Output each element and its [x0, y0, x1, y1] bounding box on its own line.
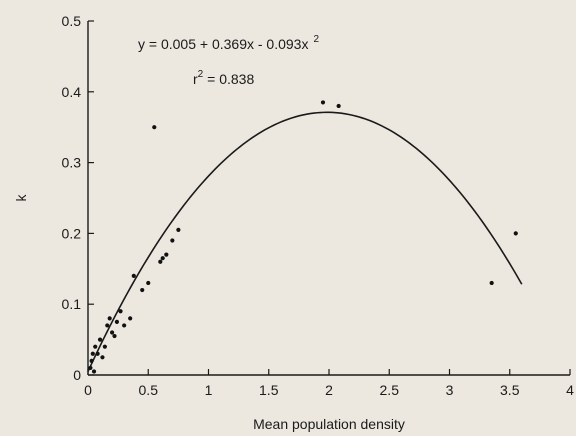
x-tick-label: 1 [205, 382, 213, 398]
r-squared-label: r [193, 71, 198, 87]
data-point [90, 351, 95, 356]
data-point [489, 280, 494, 286]
data-point [320, 100, 326, 105]
data-point [91, 369, 97, 374]
data-point [122, 323, 127, 328]
data-point [152, 125, 157, 130]
data-point [118, 309, 123, 314]
y-tick-label: 0.4 [62, 84, 82, 100]
data-point [97, 337, 103, 342]
data-point [102, 344, 107, 349]
r-squared-annotation: r2 = 0.838 [193, 69, 254, 87]
data-point [336, 103, 341, 109]
data-point [140, 287, 145, 293]
x-tick-label: 2.5 [380, 382, 400, 398]
y-tick-label: 0.5 [62, 13, 82, 29]
r-squared-exponent: 2 [198, 69, 204, 80]
x-tick-label: 2 [325, 382, 333, 398]
y-tick-label: 0.1 [62, 296, 82, 312]
equation-exponent: 2 [313, 34, 319, 45]
y-ticks: 0 0.1 0.2 0.3 0.4 0.5 [62, 13, 94, 383]
x-tick-label: 0 [84, 382, 92, 398]
data-point [110, 330, 115, 335]
data-point [112, 333, 117, 339]
y-tick-label: 0 [73, 367, 81, 383]
data-point [513, 231, 518, 236]
data-point [128, 316, 133, 321]
data-point [146, 280, 151, 286]
x-tick-label: 4 [566, 382, 574, 398]
y-tick-label: 0.3 [62, 155, 82, 171]
data-point [88, 365, 93, 371]
data-point [158, 259, 163, 264]
data-point [105, 323, 110, 328]
equation-text: y = 0.005 + 0.369x - 0.093x [138, 36, 308, 52]
data-point [107, 316, 112, 321]
data-point [176, 227, 181, 232]
x-tick-label: 1.5 [259, 382, 279, 398]
data-point [114, 319, 120, 324]
data-point [100, 355, 105, 360]
y-tick-label: 0.2 [62, 225, 82, 241]
fit-curve [87, 111, 523, 372]
data-points [88, 100, 518, 374]
data-point [160, 256, 165, 261]
data-point [89, 358, 94, 363]
r-squared-value: = 0.838 [203, 71, 254, 87]
x-tick-label: 0.5 [139, 382, 159, 398]
y-axis-title: k [13, 194, 29, 202]
x-tick-label: 3 [446, 382, 454, 398]
data-point [95, 351, 100, 356]
x-axis-title: Mean population density [253, 416, 405, 432]
x-tick-label: 3.5 [500, 382, 520, 398]
data-point [131, 273, 136, 278]
equation-annotation: y = 0.005 + 0.369x - 0.093x 2 [138, 34, 319, 52]
data-point [164, 252, 169, 257]
data-point [170, 238, 175, 243]
data-point [93, 344, 98, 349]
x-ticks: 0 0.5 1 1.5 2 2.5 3 3.5 4 [84, 369, 574, 398]
